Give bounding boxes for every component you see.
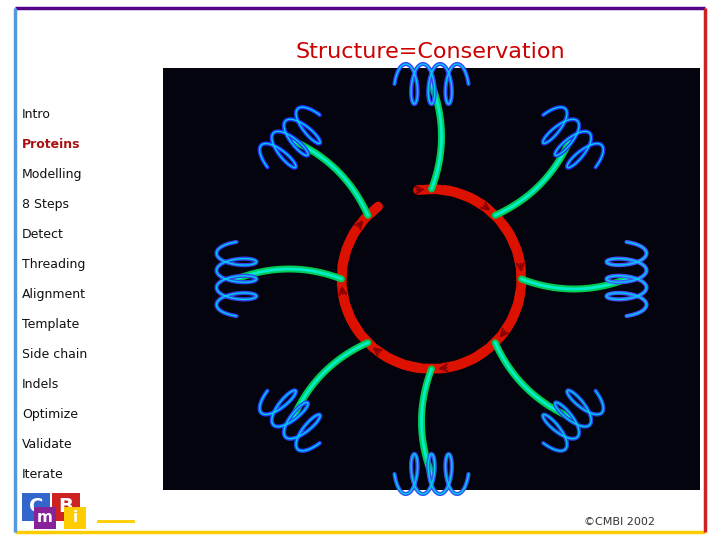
Text: C: C <box>29 497 43 516</box>
FancyBboxPatch shape <box>64 507 86 529</box>
FancyBboxPatch shape <box>163 68 700 490</box>
Text: Detect: Detect <box>22 228 64 241</box>
Text: Side chain: Side chain <box>22 348 87 361</box>
Text: Proteins: Proteins <box>22 138 81 151</box>
Text: B: B <box>58 497 73 516</box>
Text: m: m <box>37 510 53 525</box>
Text: Alignment: Alignment <box>22 288 86 301</box>
Text: Modelling: Modelling <box>22 168 83 181</box>
Text: ©CMBI 2002: ©CMBI 2002 <box>585 517 655 527</box>
Text: Optimize: Optimize <box>22 408 78 421</box>
FancyBboxPatch shape <box>22 493 50 521</box>
Text: 8 Steps: 8 Steps <box>22 198 69 211</box>
Text: Validate: Validate <box>22 438 73 451</box>
Text: Threading: Threading <box>22 258 86 271</box>
FancyBboxPatch shape <box>34 507 56 529</box>
FancyBboxPatch shape <box>52 493 80 521</box>
Text: Intro: Intro <box>22 108 51 121</box>
Text: Structure=Conservation: Structure=Conservation <box>295 42 564 62</box>
Text: Iterate: Iterate <box>22 468 64 481</box>
Text: i: i <box>73 510 78 525</box>
Text: Template: Template <box>22 318 79 331</box>
Text: Indels: Indels <box>22 378 59 391</box>
